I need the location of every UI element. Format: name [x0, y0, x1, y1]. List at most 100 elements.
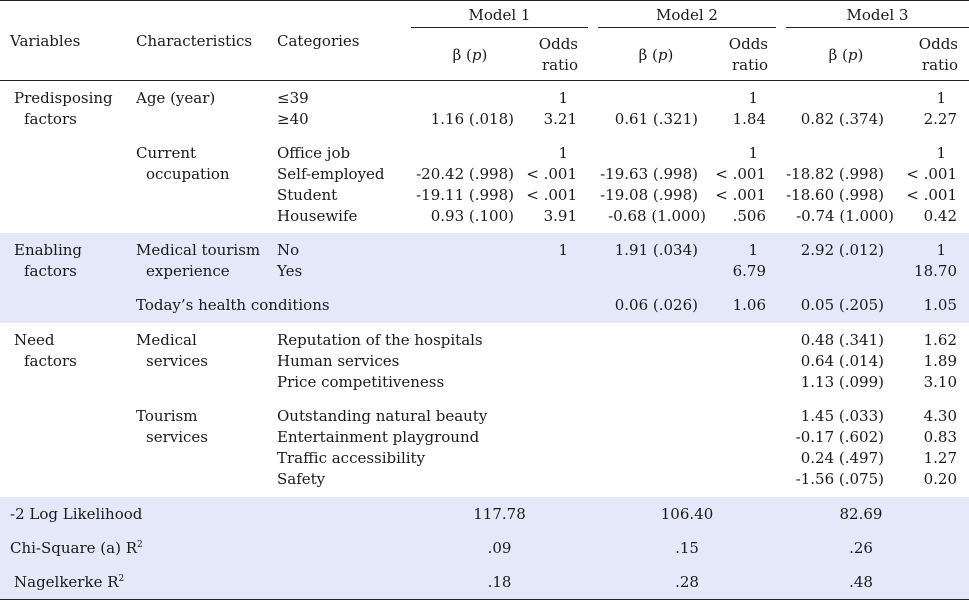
occ1-m1b: -20.42 (.998)	[416, 165, 514, 183]
occ0-m2o: 1	[748, 144, 758, 162]
mt0-m3b: 2.92 (.012)	[800, 241, 884, 259]
odds-line1: Odds	[538, 35, 578, 53]
age1-m2o: 1.84	[732, 110, 766, 128]
fit-chisq-label: Chi-Square (a) R2	[10, 538, 143, 559]
fit-loglik-label: -2 Log Likelihood	[10, 505, 143, 523]
cat-yes: Yes	[277, 262, 303, 280]
odds-line2: ratio	[542, 56, 578, 74]
p-label: p	[657, 46, 668, 64]
fit-loglik-m2: 106.40	[660, 505, 714, 523]
odds-line1: Odds	[728, 35, 768, 53]
cat-reputation: Reputation of the hospitals	[277, 331, 483, 349]
age1-m2b: 0.61 (.321)	[614, 110, 698, 128]
fit-chisq-m1: .09	[487, 539, 512, 557]
cat-housewife: Housewife	[277, 207, 358, 225]
cat-entertainment: Entertainment playground	[277, 428, 480, 446]
ts3-m3b: -1.56 (.075)	[795, 470, 884, 488]
beta-label: β (	[828, 46, 848, 64]
occ2-m1b: -19.11 (.998)	[416, 186, 514, 204]
fit-loglik-m1: 117.78	[473, 505, 526, 523]
occ3-m1o: 3.91	[543, 207, 577, 225]
occ3-m2b: -0.68 (1.000)	[608, 207, 706, 225]
char-medical-tourism-1: Medical tourism	[136, 241, 261, 259]
ts0-m3o: 4.30	[923, 407, 957, 425]
health-m3b: 0.05 (.205)	[800, 296, 884, 314]
ms1-m3b: 0.64 (.014)	[800, 352, 884, 370]
char-tourism-services-1: Tourism	[136, 407, 198, 425]
fit-chisq-m3: .26	[849, 539, 873, 557]
fit-nagel-text: Nagelkerke R	[14, 573, 119, 591]
occ2-m1o: < .001	[526, 186, 577, 204]
char-health: Today’s health conditions	[136, 296, 330, 314]
occ1-m2o: < .001	[715, 165, 766, 183]
odds-line2: ratio	[732, 56, 768, 74]
char-medical-services-2: services	[146, 352, 208, 370]
fit-chisq-text: Chi-Square (a) R	[10, 539, 138, 557]
health-m2o: 1.06	[732, 296, 766, 314]
ts1-m3o: 0.83	[923, 428, 957, 446]
age0-m2o: 1	[748, 89, 758, 107]
fit-loglik-m3: 82.69	[839, 505, 883, 523]
occ1-m3o: < .001	[906, 165, 957, 183]
age1-m1b: 1.16 (.018)	[430, 110, 514, 128]
var-need-1: Need	[14, 331, 55, 349]
ms2-m3b: 1.13 (.099)	[800, 373, 884, 391]
occ2-m3o: < .001	[906, 186, 957, 204]
header-beta-1: β (p)	[420, 45, 520, 66]
header-odds-1: Odds ratio	[520, 34, 578, 76]
var-need-2: factors	[24, 352, 77, 370]
ms1-m3o: 1.89	[923, 352, 957, 370]
ts2-m3o: 1.27	[923, 449, 957, 467]
odds-line2: ratio	[922, 56, 958, 74]
mt0-m1o: 1	[558, 241, 568, 259]
header-odds-3: Odds ratio	[900, 34, 958, 76]
var-enabling-1: Enabling	[14, 241, 83, 259]
header-model-2: Model 2	[656, 6, 718, 24]
model1-rule	[411, 27, 588, 28]
fit-nagel-m1: .18	[487, 573, 512, 591]
cat-traffic: Traffic accessibility	[277, 449, 426, 467]
header-odds-2: Odds ratio	[710, 34, 768, 76]
var-enabling-2: factors	[24, 262, 77, 280]
occ2-m2o: < .001	[715, 186, 766, 204]
mt1-m2o: 6.79	[732, 262, 766, 280]
age1-m1o: 3.21	[543, 110, 577, 128]
occ0-m3o: 1	[936, 144, 946, 162]
occ1-m1o: < .001	[526, 165, 577, 183]
fit-nagel-m3: .48	[849, 573, 873, 591]
header-variables: Variables	[10, 32, 81, 50]
cat-no: No	[277, 241, 300, 259]
p-label: p	[847, 46, 858, 64]
occ3-m1b: 0.93 (.100)	[430, 207, 514, 225]
occ1-m2b: -19.63 (.998)	[600, 165, 698, 183]
ms0-m3b: 0.48 (.341)	[800, 331, 884, 349]
occ3-m2o: .506	[732, 207, 766, 225]
occ1-m3b: -18.82 (.998)	[786, 165, 884, 183]
ms0-m3o: 1.62	[923, 331, 957, 349]
cat-age-40: ≥40	[277, 110, 309, 128]
beta-close: )	[481, 46, 488, 64]
health-m3o: 1.05	[923, 296, 957, 314]
beta-label: β (	[638, 46, 658, 64]
header-categories: Categories	[277, 32, 360, 50]
mt0-m2o: 1	[748, 241, 758, 259]
fit-nagel-sup: 2	[118, 574, 125, 584]
cat-office: Office job	[277, 144, 351, 162]
header-model-3: Model 3	[846, 6, 909, 24]
top-rule	[0, 0, 969, 1]
char-occupation-2: occupation	[146, 165, 230, 183]
header-beta-3: β (p)	[796, 45, 896, 66]
p-label: p	[471, 46, 482, 64]
beta-close: )	[857, 46, 864, 64]
odds-line1: Odds	[918, 35, 958, 53]
occ3-m3b: -0.74 (1.000)	[796, 207, 894, 225]
header-beta-2: β (p)	[606, 45, 706, 66]
model3-rule	[786, 27, 969, 28]
age0-m1o: 1	[558, 89, 568, 107]
ms2-m3o: 3.10	[923, 373, 957, 391]
occ0-m1o: 1	[558, 144, 568, 162]
occ2-m2b: -19.08 (.998)	[600, 186, 698, 204]
ts3-m3o: 0.20	[923, 470, 957, 488]
fit-nagel-label: Nagelkerke R2	[14, 572, 124, 593]
age1-m3o: 2.27	[923, 110, 957, 128]
